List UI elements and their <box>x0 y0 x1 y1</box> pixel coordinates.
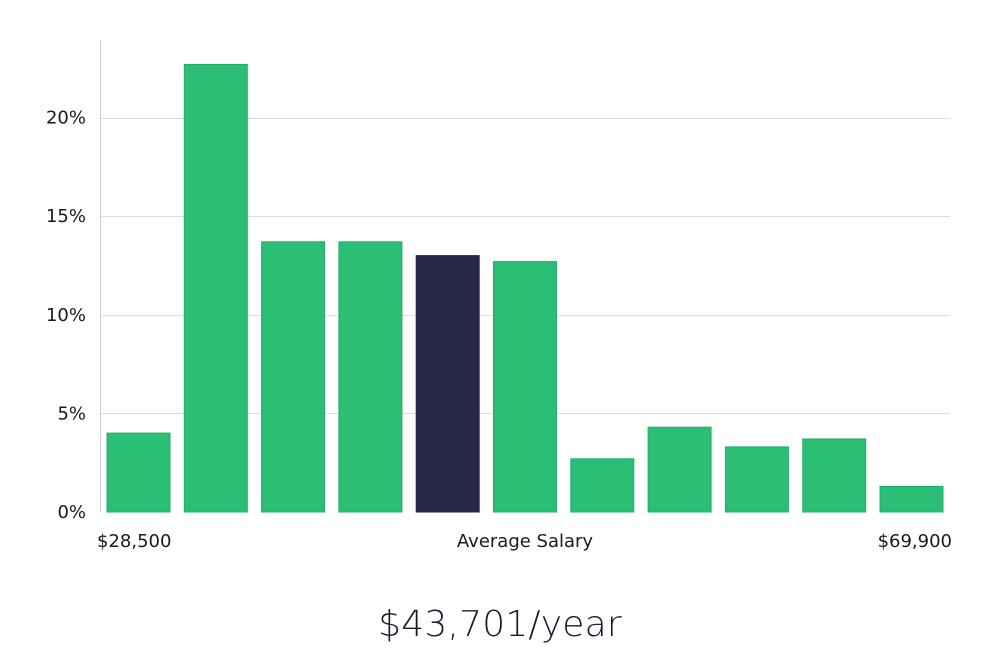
y-tick-label: 15% <box>46 206 86 227</box>
bar <box>183 63 248 513</box>
y-axis-ticks: 0% 5% 10% 15% 20% <box>46 108 86 523</box>
bar <box>570 458 635 513</box>
y-tick-label: 0% <box>57 502 86 523</box>
average-salary-value: $43,701/year <box>378 604 622 645</box>
bar <box>879 485 944 513</box>
x-max-label: $69,900 <box>878 531 952 552</box>
bar <box>493 261 557 513</box>
bar <box>261 241 326 513</box>
y-tick-label: 20% <box>46 108 86 129</box>
bar <box>106 432 171 513</box>
bar <box>338 241 403 513</box>
bar <box>647 426 712 513</box>
y-tick-label: 10% <box>46 305 86 326</box>
bar-average-highlight <box>415 255 480 513</box>
bars <box>106 63 944 513</box>
bar <box>802 438 867 513</box>
x-min-label: $28,500 <box>97 531 171 552</box>
y-tick-label: 5% <box>57 403 86 424</box>
salary-histogram: 0% 5% 10% 15% 20% $28,500 Average Salary $69… <box>46 40 952 552</box>
bar <box>724 446 789 513</box>
x-axis-title: Average Salary <box>457 531 594 552</box>
